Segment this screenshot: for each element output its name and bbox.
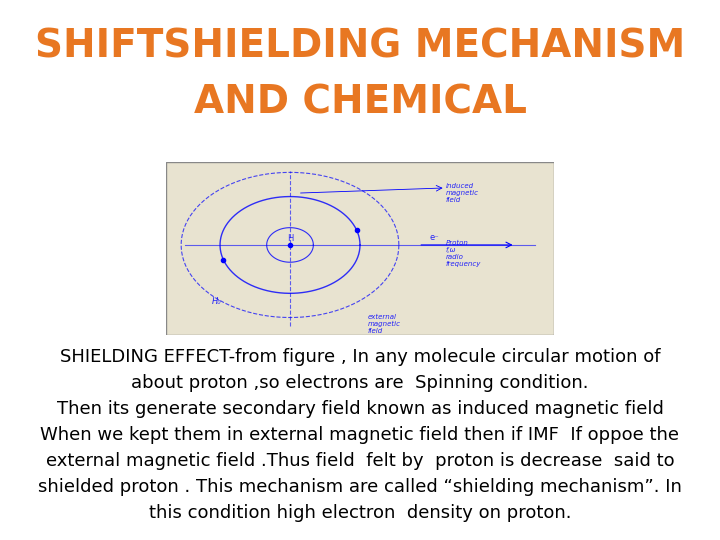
Text: e⁻: e⁻ xyxy=(430,233,440,242)
Text: external
magnetic
field: external magnetic field xyxy=(368,314,401,334)
Text: When we kept them in external magnetic field then if IMF  If oppoe the: When we kept them in external magnetic f… xyxy=(40,426,680,444)
Text: Then its generate secondary field known as induced magnetic field: Then its generate secondary field known … xyxy=(57,400,663,418)
Text: Proton
f,ω
radio
frequency: Proton f,ω radio frequency xyxy=(446,240,481,267)
Text: about proton ,so electrons are  Spinning condition.: about proton ,so electrons are Spinning … xyxy=(131,374,589,392)
Text: this condition high electron  density on proton.: this condition high electron density on … xyxy=(149,504,571,522)
Text: SHIELDING EFFECT-from figure , In any molecule circular motion of: SHIELDING EFFECT-from figure , In any mo… xyxy=(60,348,660,366)
Text: SHIFTSHIELDING MECHANISM: SHIFTSHIELDING MECHANISM xyxy=(35,27,685,65)
Text: AND CHEMICAL: AND CHEMICAL xyxy=(194,84,526,122)
Text: H: H xyxy=(287,233,293,242)
Text: H₀: H₀ xyxy=(212,296,222,306)
Text: external magnetic field .Thus field  felt by  proton is decrease  said to: external magnetic field .Thus field felt… xyxy=(45,452,675,470)
Text: induced
magnetic
field: induced magnetic field xyxy=(446,183,479,203)
Text: shielded proton . This mechanism are called “shielding mechanism”. In: shielded proton . This mechanism are cal… xyxy=(38,478,682,496)
